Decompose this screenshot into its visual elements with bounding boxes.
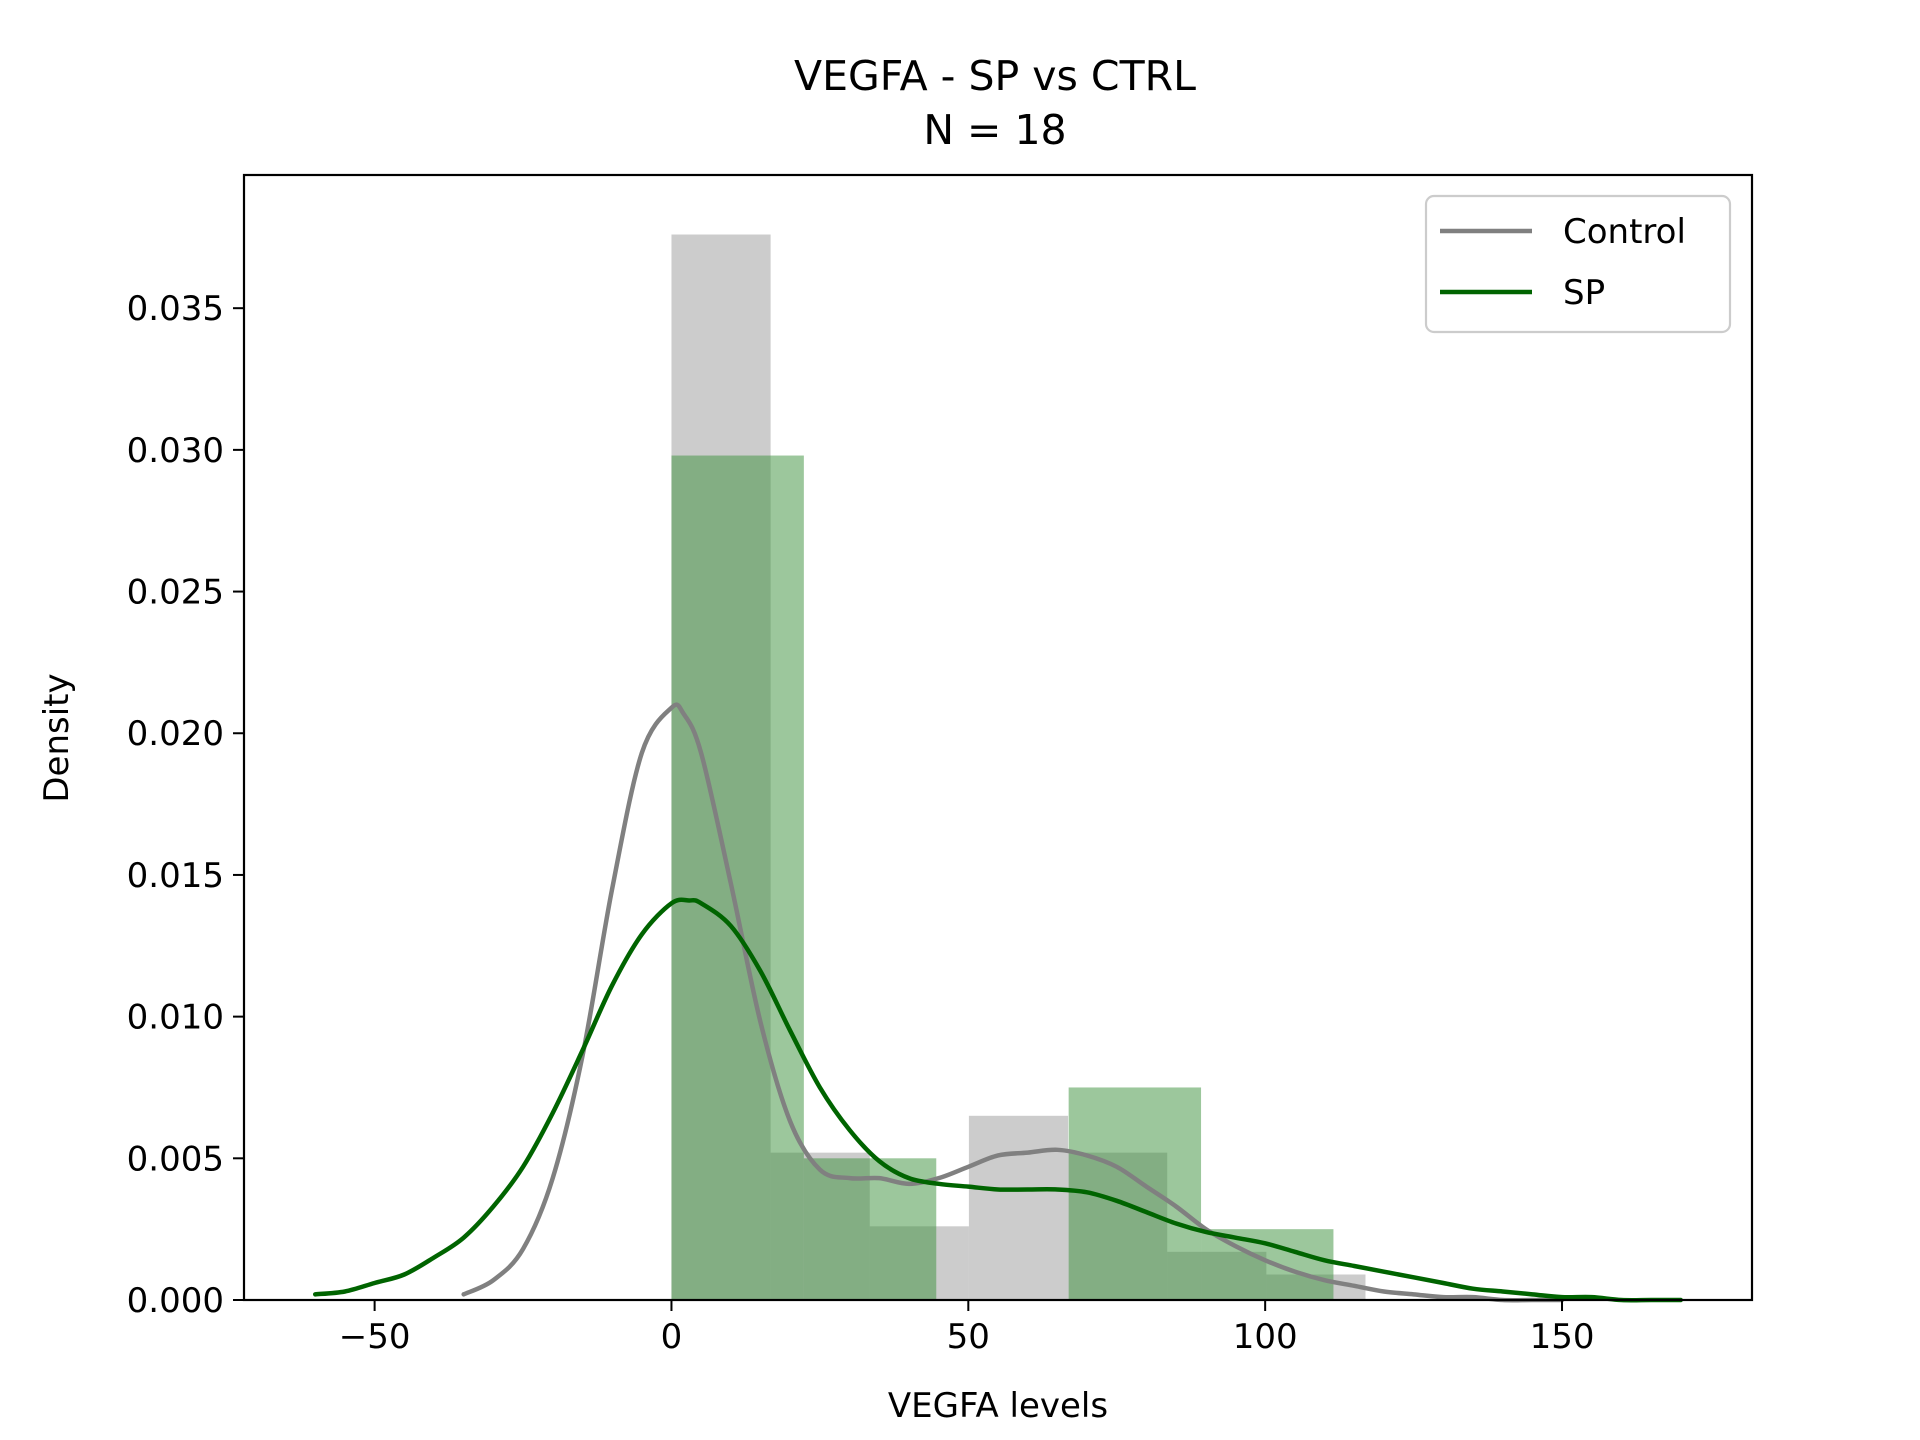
y-tick-label: 0.000 <box>127 1281 224 1321</box>
hist-bar-control <box>968 1115 1069 1300</box>
y-tick-label: 0.015 <box>127 856 224 896</box>
legend-label-control: Control <box>1563 212 1686 252</box>
y-tick-label: 0.010 <box>127 998 224 1038</box>
y-axis: 0.000 0.005 0.010 0.015 0.020 0.025 0.030 0.035 <box>127 289 244 1321</box>
y-tick-label: 0.025 <box>127 573 224 613</box>
x-tick-label: 0 <box>661 1317 683 1357</box>
y-tick-label: 0.030 <box>127 431 224 471</box>
kde-line-control <box>461 702 1565 1303</box>
x-tick-label: 100 <box>1233 1317 1298 1357</box>
y-tick-label: 0.035 <box>127 289 224 329</box>
chart-subtitle: N = 18 <box>923 106 1066 154</box>
x-tick-label: 50 <box>947 1317 990 1357</box>
chart-title: VEGFA - SP vs CTRL <box>794 52 1196 100</box>
y-tick-label: 0.020 <box>127 714 224 754</box>
x-axis-label: VEGFA levels <box>888 1386 1108 1426</box>
kde-curves <box>312 702 1684 1303</box>
legend-label-sp: SP <box>1563 273 1605 313</box>
legend: Control SP <box>1424 194 1732 334</box>
kde-line-sp <box>312 897 1684 1303</box>
axes-frame <box>242 173 1754 1302</box>
x-tick-label: −50 <box>339 1317 411 1357</box>
x-axis: −50 0 50 100 150 <box>339 1300 1595 1357</box>
y-axis-label: Density <box>37 673 77 802</box>
y-tick-label: 0.005 <box>127 1139 224 1179</box>
hist-bar-sp <box>671 455 804 1300</box>
x-tick-label: 150 <box>1530 1317 1595 1357</box>
